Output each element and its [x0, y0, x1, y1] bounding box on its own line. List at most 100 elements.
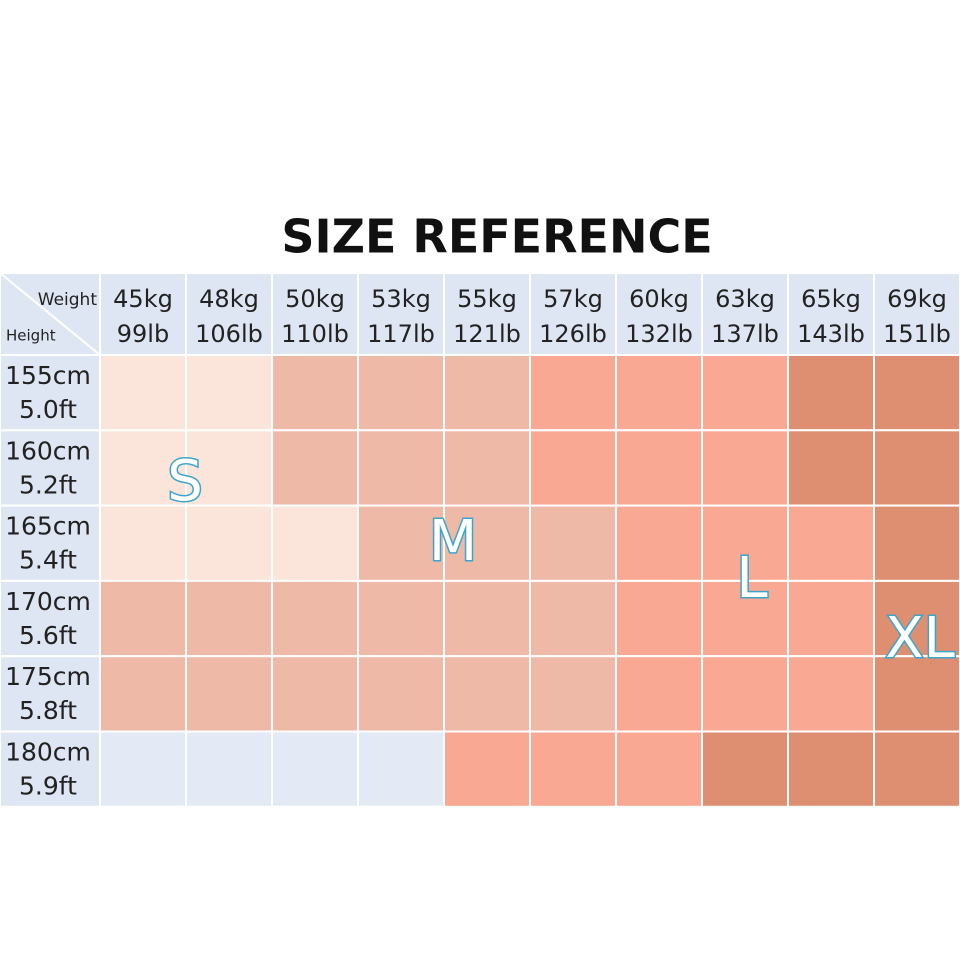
- size-cell: [271, 579, 359, 658]
- size-cell: [271, 429, 359, 507]
- size-cell: [185, 504, 273, 582]
- size-cell: [701, 579, 789, 658]
- corner-height: Height: [6, 327, 56, 345]
- size-cell: [357, 655, 445, 733]
- size-cell: [357, 429, 445, 507]
- column-lb: 99lb: [117, 320, 169, 348]
- row-ft: 5.9ft: [19, 772, 77, 801]
- column-kg: 45kg: [113, 285, 173, 313]
- row-header: [0, 504, 101, 582]
- row-header: [0, 730, 101, 808]
- row-cm: 170cm: [5, 587, 91, 616]
- size-cell: [185, 579, 273, 658]
- column-kg: 57kg: [543, 285, 603, 313]
- row-header: [0, 354, 101, 432]
- column-lb: 126lb: [539, 320, 607, 348]
- size-cell: [185, 429, 273, 507]
- column-header: [787, 272, 875, 356]
- size-cell: [873, 504, 960, 582]
- row-header: [0, 429, 101, 507]
- title: SIZE REFERENCE: [281, 210, 712, 264]
- row-cm: 180cm: [5, 738, 91, 767]
- column-kg: 60kg: [629, 285, 689, 313]
- size-cell: [529, 730, 617, 808]
- size-cell: [787, 655, 875, 733]
- size-cell: [529, 354, 617, 432]
- size-cell: [615, 429, 703, 507]
- size-cell: [357, 504, 445, 582]
- size-cell: [615, 579, 703, 658]
- size-cell: [873, 730, 960, 808]
- column-lb: 151lb: [883, 320, 951, 348]
- column-header: [99, 272, 187, 356]
- row-ft: 5.6ft: [19, 621, 77, 650]
- size-cell: [529, 655, 617, 733]
- size-label: S: [167, 449, 203, 514]
- size-cell: [271, 730, 359, 808]
- size-cell: [271, 504, 359, 582]
- size-cell: [615, 730, 703, 808]
- size-cell: [443, 579, 531, 658]
- size-cell: [787, 354, 875, 432]
- size-cell: [615, 504, 703, 582]
- size-cell: [99, 730, 187, 808]
- column-kg: 53kg: [371, 285, 431, 313]
- size-cell: [701, 504, 789, 582]
- column-lb: 137lb: [711, 320, 779, 348]
- row-ft: 5.8ft: [19, 696, 77, 725]
- size-cell: [99, 579, 187, 658]
- column-kg: 50kg: [285, 285, 345, 313]
- size-cell: [99, 655, 187, 733]
- size-cell: [99, 354, 187, 432]
- row-header: [0, 579, 101, 658]
- column-kg: 65kg: [801, 285, 861, 313]
- row-ft: 5.4ft: [19, 546, 77, 575]
- size-cell: [615, 354, 703, 432]
- size-cell: [357, 730, 445, 808]
- column-kg: 63kg: [715, 285, 775, 313]
- size-cell: [701, 730, 789, 808]
- size-cell: [443, 730, 531, 808]
- column-lb: 117lb: [367, 320, 435, 348]
- column-lb: 132lb: [625, 320, 693, 348]
- column-lb: 121lb: [453, 320, 521, 348]
- corner-weight: Weight: [38, 290, 98, 310]
- size-cell: [357, 354, 445, 432]
- column-kg: 48kg: [199, 285, 259, 313]
- size-cell: [701, 655, 789, 733]
- size-cell: [787, 730, 875, 808]
- column-header: [443, 272, 531, 356]
- column-kg: 69kg: [887, 285, 947, 313]
- size-cell: [701, 354, 789, 432]
- size-label: XL: [885, 606, 955, 671]
- row-cm: 165cm: [5, 512, 91, 541]
- row-cm: 160cm: [5, 436, 91, 465]
- size-cell: [99, 504, 187, 582]
- size-cell: [873, 354, 960, 432]
- column-lb: 110lb: [281, 320, 349, 348]
- size-cell: [357, 579, 445, 658]
- size-cell: [615, 655, 703, 733]
- size-cell: [443, 504, 531, 582]
- column-header: [873, 272, 960, 356]
- size-cell: [787, 429, 875, 507]
- row-ft: 5.2ft: [19, 470, 77, 499]
- size-cell: [529, 579, 617, 658]
- size-cell: [787, 579, 875, 658]
- size-cell: [873, 579, 960, 658]
- size-cell: [271, 354, 359, 432]
- size-cell: [443, 354, 531, 432]
- size-cell: [185, 354, 273, 432]
- column-header: [271, 272, 359, 356]
- column-kg: 55kg: [457, 285, 517, 313]
- size-cell: [529, 429, 617, 507]
- size-label: L: [736, 546, 767, 611]
- column-lb: 143lb: [797, 320, 865, 348]
- size-cell: [271, 655, 359, 733]
- row-cm: 155cm: [5, 361, 91, 390]
- corner-diagonal: [0, 272, 101, 356]
- size-cell: [185, 730, 273, 808]
- size-cell: [443, 429, 531, 507]
- column-lb: 106lb: [195, 320, 263, 348]
